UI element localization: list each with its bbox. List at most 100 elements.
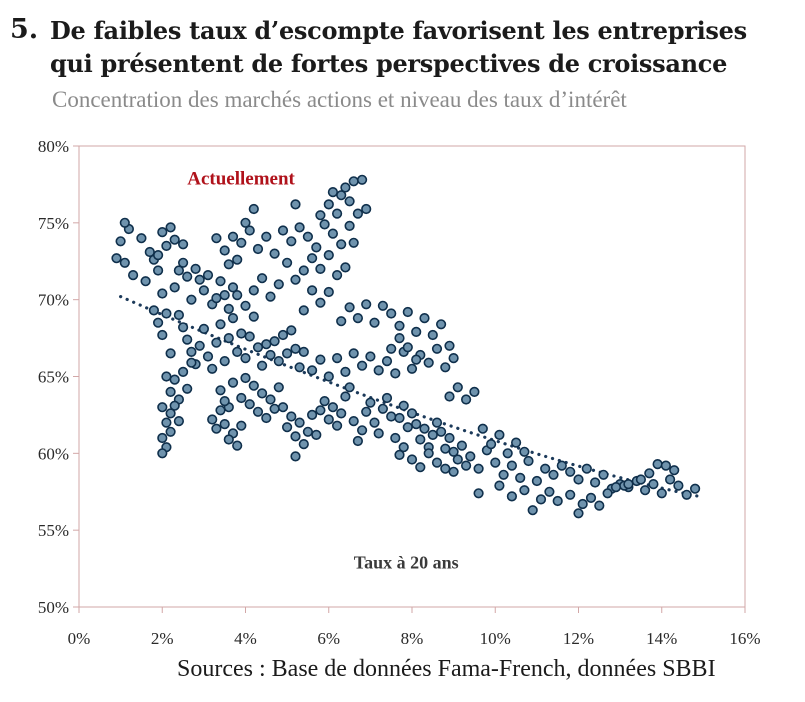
data-point — [315, 210, 326, 221]
data-point — [510, 437, 522, 448]
data-point — [336, 239, 347, 250]
data-point — [681, 489, 692, 500]
chart-number: 5. — [10, 14, 39, 45]
data-point — [431, 457, 443, 468]
data-point — [211, 293, 222, 304]
data-point — [648, 479, 659, 490]
y-tick-label: 50% — [38, 598, 69, 617]
data-point — [344, 196, 355, 207]
data-point — [357, 425, 368, 436]
data-point — [252, 243, 264, 255]
data-point — [623, 479, 634, 490]
data-point — [406, 454, 418, 465]
data-point — [202, 351, 214, 362]
data-point — [157, 329, 168, 341]
data-point — [519, 446, 530, 457]
data-point — [369, 317, 380, 328]
data-point — [248, 311, 259, 322]
data-point — [169, 374, 180, 385]
data-point — [232, 290, 243, 301]
data-point — [169, 400, 180, 411]
data-point — [573, 508, 584, 519]
data-point — [165, 426, 176, 437]
data-point — [332, 208, 343, 219]
data-point — [498, 469, 509, 480]
x-tick-label: 10% — [480, 629, 511, 648]
data-point — [277, 329, 289, 341]
chart-subtitle: Concentration des marchés actions et niv… — [52, 87, 627, 112]
data-point — [319, 396, 330, 407]
data-point — [286, 325, 297, 336]
data-point — [427, 429, 438, 441]
data-point — [348, 176, 359, 187]
data-point — [265, 291, 276, 302]
data-point — [556, 460, 567, 471]
data-point — [444, 340, 455, 351]
data-point — [294, 362, 305, 373]
data-point — [452, 454, 463, 465]
data-point — [153, 265, 164, 276]
data-point — [236, 237, 247, 248]
data-point — [315, 354, 326, 365]
data-point — [502, 448, 513, 459]
data-point — [323, 414, 334, 425]
data-point — [232, 440, 243, 451]
data-point — [490, 457, 501, 468]
data-point — [248, 285, 259, 296]
data-point — [540, 463, 551, 474]
data-point — [398, 442, 409, 453]
data-point — [211, 337, 222, 348]
data-point — [394, 320, 405, 331]
data-point — [227, 231, 239, 242]
data-point — [394, 449, 405, 461]
y-tick-label: 70% — [38, 291, 69, 310]
data-point — [494, 480, 505, 491]
data-point — [515, 472, 526, 484]
data-point — [406, 408, 418, 419]
data-point — [178, 322, 189, 333]
data-point — [232, 346, 243, 358]
data-point — [198, 323, 209, 335]
data-point — [223, 434, 234, 445]
data-point — [469, 386, 480, 398]
data-point — [327, 228, 339, 239]
data-point — [352, 435, 364, 447]
data-point — [323, 199, 334, 210]
data-point — [252, 342, 264, 353]
data-point — [290, 274, 301, 285]
data-point — [565, 489, 576, 500]
data-point — [207, 363, 218, 374]
data-point — [635, 474, 647, 485]
data-point — [373, 365, 384, 376]
data-point — [444, 432, 455, 444]
data-point — [585, 492, 597, 504]
data-point — [664, 474, 676, 485]
data-point — [589, 477, 601, 488]
data-point — [307, 409, 318, 421]
data-point — [169, 282, 180, 293]
data-point — [352, 313, 364, 324]
data-point — [411, 354, 422, 365]
sources-note: Sources : Base de données Fama-French, d… — [177, 656, 716, 682]
data-point — [257, 273, 268, 284]
data-point — [386, 308, 397, 319]
data-point — [173, 265, 184, 276]
data-point — [240, 300, 251, 311]
data-point — [398, 400, 409, 411]
data-point — [352, 208, 364, 219]
data-point — [269, 336, 280, 347]
data-point — [610, 482, 622, 493]
data-point — [332, 270, 343, 281]
data-point — [157, 448, 168, 459]
data-point — [315, 297, 326, 308]
data-point — [336, 316, 347, 327]
data-point — [244, 225, 255, 236]
data-point — [461, 460, 472, 471]
data-point — [336, 190, 347, 201]
data-point — [535, 494, 547, 505]
data-point — [394, 412, 405, 424]
data-point — [427, 329, 438, 341]
data-point — [402, 422, 413, 433]
data-point — [173, 309, 184, 321]
